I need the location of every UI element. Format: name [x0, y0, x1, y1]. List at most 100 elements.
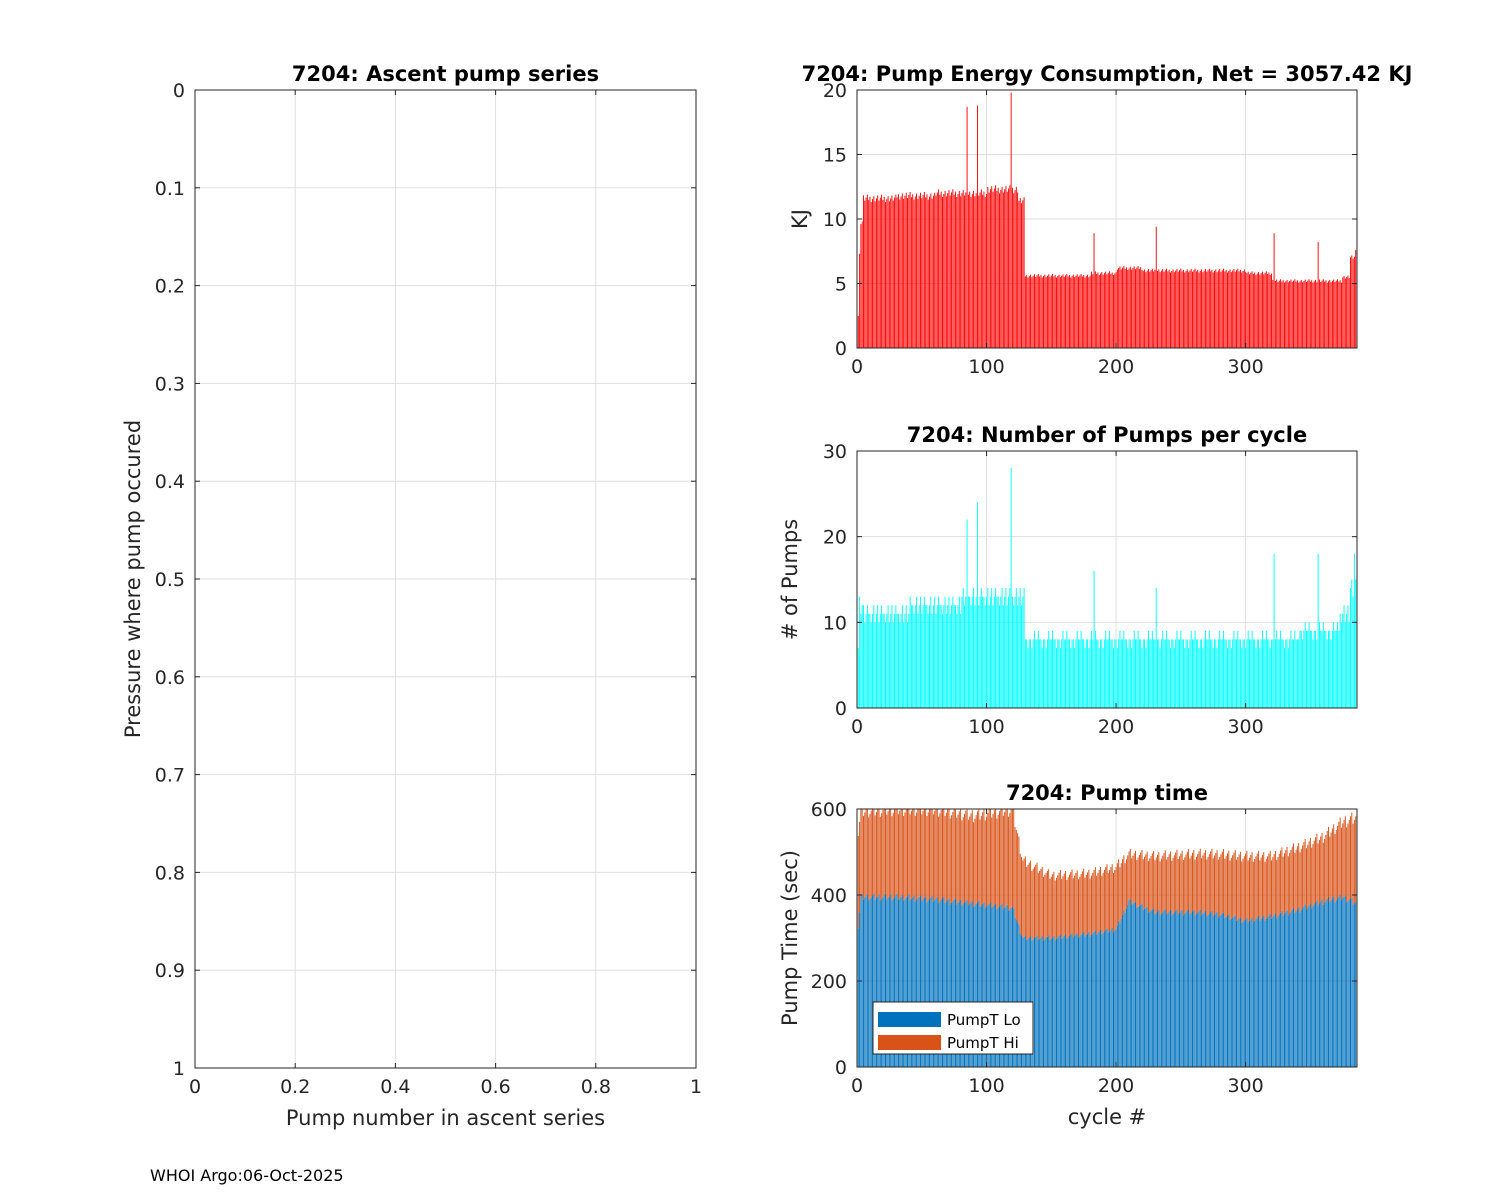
pumps-bar-79	[958, 596, 960, 708]
pumptime-lo-bar-373	[1339, 894, 1341, 1067]
pumps-bar-258	[1190, 630, 1192, 708]
pumps-bar-184	[1094, 630, 1096, 708]
pumptime-hi-bar-227	[1150, 855, 1152, 911]
pumps-bar-134	[1030, 639, 1032, 708]
energy-bar-328	[1281, 281, 1283, 348]
pumps-bar-82	[962, 588, 964, 708]
pumps-bar-150	[1050, 639, 1052, 708]
pumptime-hi-bar-28	[892, 812, 894, 899]
pumptime-hi-bar-173	[1080, 874, 1082, 935]
pumps-bar-55	[927, 613, 929, 708]
pumptime-hi-bar-263	[1197, 854, 1199, 913]
pumptime-hi-bar-229	[1153, 850, 1155, 909]
energy-bar-124	[1017, 192, 1019, 348]
pumptime-lo-bar-206	[1123, 910, 1125, 1067]
energy-bar-37	[904, 195, 906, 348]
pumptime-lo-bar-384	[1353, 903, 1355, 1067]
pumptime-lo-bar-75	[953, 899, 955, 1067]
pumps-bar-283	[1223, 630, 1225, 708]
pumptime-hi-bar-369	[1334, 834, 1336, 903]
pumps-bar-324	[1276, 630, 1278, 708]
pumps-bar-284	[1224, 639, 1226, 708]
pumps-bar-218	[1138, 639, 1140, 708]
pumps-bar-196	[1110, 639, 1112, 708]
pumps-bar-288	[1229, 639, 1231, 708]
pumptime-hi-bar-296	[1239, 851, 1241, 918]
pumptime-hi-bar-193	[1106, 864, 1108, 929]
pumptime-hi-bar-278	[1216, 850, 1218, 912]
pumptime-hi-bar-61	[935, 809, 937, 899]
energy-bar-180	[1089, 275, 1091, 348]
pumps-bar-132	[1027, 648, 1029, 708]
pumptime-hi-bar-220	[1141, 849, 1143, 904]
pumptime-legend-label-0: PumpT Lo	[947, 1011, 1021, 1029]
pumptime-lo-bar-113	[1002, 909, 1004, 1067]
pumptime-lo-bar-168	[1074, 936, 1076, 1067]
pumptime-lo-bar-209	[1127, 904, 1129, 1067]
pumps-bar-63	[938, 596, 940, 708]
pumptime-hi-bar-44	[913, 809, 915, 896]
pumptime-hi-bar-75	[953, 809, 955, 900]
pumptime-lo-bar-298	[1242, 921, 1244, 1067]
pumptime-xtick-label-3: 300	[1227, 1075, 1263, 1097]
pumps-bar-349	[1308, 622, 1310, 708]
pumps-bar-90	[973, 588, 975, 708]
pumptime-lo-bar-177	[1085, 934, 1087, 1067]
pumptime-hi-bar-76	[954, 809, 956, 899]
pumps-bar-371	[1337, 622, 1339, 708]
pumptime-lo-bar-333	[1287, 915, 1289, 1067]
pumptime-lo-bar-18	[879, 900, 881, 1067]
energy-bar-282	[1221, 270, 1223, 348]
ascent-ytick-label-2: 0.2	[155, 276, 185, 298]
pumptime-lo-bar-160	[1063, 935, 1065, 1067]
pumps-bar-332	[1286, 639, 1288, 708]
pumptime-lo-bar-269	[1204, 910, 1206, 1067]
pumps-bar-73	[951, 605, 953, 708]
energy-bar-357	[1318, 279, 1320, 348]
pumps-bar-344	[1302, 639, 1304, 708]
pumptime-lo-bar-190	[1102, 932, 1104, 1067]
energy-bar-73	[951, 192, 953, 348]
ascent-xtick-label-5: 1	[690, 1076, 702, 1098]
energy-bar-186	[1097, 272, 1099, 348]
energy-bar-277	[1215, 269, 1217, 348]
energy-bar-383	[1352, 258, 1354, 348]
pumptime-hi-bar-168	[1074, 875, 1076, 937]
pumptime-hi-bar-270	[1206, 859, 1208, 917]
pumptime-hi-bar-90	[973, 822, 975, 907]
pumptime-hi-bar-86	[967, 819, 969, 906]
pumptime-hi-bar-116	[1006, 809, 1008, 905]
pumptime-hi-bar-348	[1307, 844, 1309, 908]
pumptime-lo-bar-359	[1321, 899, 1323, 1067]
energy-bar-264	[1198, 272, 1200, 348]
pumptime-lo-bar-53	[925, 896, 927, 1067]
energy-bar-67	[943, 193, 945, 348]
energy-bar-110	[999, 193, 1000, 348]
energy-bar-271	[1207, 270, 1209, 348]
pumps-bar-75	[953, 605, 955, 708]
pumptime-lo-bar-184	[1094, 930, 1096, 1067]
pumps-bar-334	[1289, 639, 1291, 708]
pumps-bar-271	[1207, 639, 1209, 708]
pumps-bar-1	[857, 648, 859, 708]
pumps-bar-197	[1111, 639, 1113, 708]
pumptime-hi-bar-274	[1211, 848, 1213, 911]
pumptime-lo-bar-123	[1015, 919, 1017, 1067]
pumptime-hi-bar-91	[974, 818, 976, 906]
pumptime-hi-bar-210	[1128, 851, 1130, 900]
pumptime-hi-bar-346	[1304, 838, 1306, 905]
pumptime-hi-bar-367	[1331, 828, 1333, 899]
pumptime-hi-bar-171	[1078, 879, 1079, 938]
pumptime-hi-bar-87	[969, 816, 971, 904]
energy-bar-336	[1291, 281, 1293, 348]
energy-bar-329	[1282, 280, 1284, 348]
pumps-bar-158	[1061, 639, 1063, 708]
pumptime-hi-bar-177	[1085, 874, 1087, 935]
pumptime-lo-bar-109	[997, 907, 999, 1067]
pumptime-lo-bar-203	[1119, 923, 1121, 1067]
pumptime-lo-bar-378	[1346, 902, 1348, 1067]
pumps-bar-47	[917, 613, 919, 708]
pumptime-lo-bar-86	[967, 905, 969, 1067]
pumps-bar-363	[1326, 639, 1328, 708]
pumps-ytick-label-0: 0	[835, 698, 847, 720]
